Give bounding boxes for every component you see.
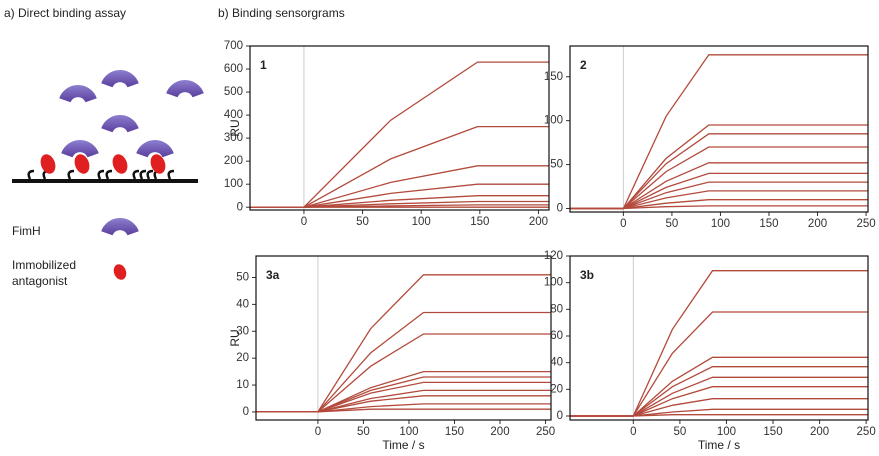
x-tick-label: 0 xyxy=(630,426,636,438)
x-tick-label: 50 xyxy=(357,426,370,438)
y-tick-label: 500 xyxy=(224,86,243,98)
x-tick-label: 100 xyxy=(412,216,431,228)
y-tick-label: 50 xyxy=(550,159,563,171)
y-tick-label: 0 xyxy=(237,201,243,213)
x-tick-label: 150 xyxy=(759,218,778,230)
x-tick-label: 50 xyxy=(666,218,679,230)
y-tick-label: 10 xyxy=(236,379,249,391)
sensorgram-line xyxy=(570,162,868,210)
panel-b-title: b) Binding sensorgrams xyxy=(218,6,345,20)
x-tick-label: 0 xyxy=(301,216,307,228)
plot-frame xyxy=(569,255,869,421)
y-tick-label: 80 xyxy=(550,303,563,315)
plot-area xyxy=(250,61,549,208)
x-tick-label: 150 xyxy=(445,426,464,438)
y-tick-label: 60 xyxy=(550,330,563,342)
x-tick-label: 150 xyxy=(470,216,489,228)
sensorgram-line xyxy=(570,199,868,210)
sensorgram-line xyxy=(256,381,551,413)
x-tick-label: 0 xyxy=(315,426,321,438)
legend-antagonist: antagonist xyxy=(12,274,68,288)
y-tick-label: 40 xyxy=(550,357,563,369)
x-tick-label: 100 xyxy=(399,426,418,438)
sensorgram-panel: 0 100 200 300 400 500 600 700 0 50 100 150 200 1 RU xyxy=(224,40,550,228)
x-tick-label: 250 xyxy=(857,426,876,438)
x-tick-label: 250 xyxy=(536,426,555,438)
sensorgram-line xyxy=(256,408,551,413)
plot-frame xyxy=(569,45,869,213)
panel-a-title: a) Direct binding assay xyxy=(4,6,126,20)
plot-area xyxy=(256,274,551,413)
x-tick-label: 0 xyxy=(620,218,626,230)
plot-frame xyxy=(249,45,550,211)
legend-antagonist: Immobilized xyxy=(12,258,76,272)
sensorgram-panel: 0 20 40 60 80 100 120 0 50 100 150 200 250 3b Time / s xyxy=(544,250,876,452)
sensorgram-line xyxy=(570,311,868,417)
panel-label: 1 xyxy=(260,58,267,72)
y-tick-label: 300 xyxy=(224,132,243,144)
sensorgram-line xyxy=(570,270,868,417)
x-tick-label: 200 xyxy=(490,426,509,438)
sensorgram-line xyxy=(570,205,868,210)
y-axis-label: RU xyxy=(228,119,242,136)
sensorgram-line xyxy=(570,181,868,210)
x-tick-label: 100 xyxy=(711,218,730,230)
y-tick-label: 40 xyxy=(236,298,249,310)
sensorgram-line xyxy=(570,54,868,210)
y-tick-label: 200 xyxy=(224,155,243,167)
panel-label: 3b xyxy=(580,268,594,282)
plot-area xyxy=(570,270,868,417)
x-axis-label: Time / s xyxy=(698,438,740,452)
y-tick-label: 50 xyxy=(236,272,249,284)
x-tick-label: 200 xyxy=(810,426,829,438)
sensorgram-line xyxy=(570,133,868,210)
legend-fimh: FimH xyxy=(12,224,41,238)
y-tick-label: 0 xyxy=(557,203,563,215)
sensorgram-line xyxy=(256,274,551,413)
sensorgram-line xyxy=(570,376,868,417)
sensorgram-line xyxy=(570,366,868,417)
x-tick-label: 50 xyxy=(673,426,686,438)
y-tick-label: 100 xyxy=(544,115,563,127)
y-tick-label: 0 xyxy=(557,410,563,422)
y-tick-label: 150 xyxy=(544,71,563,83)
x-tick-label: 150 xyxy=(763,426,782,438)
sensorgram-line xyxy=(256,333,551,413)
sensorgram-line xyxy=(256,403,551,413)
y-tick-label: 600 xyxy=(224,63,243,75)
sensorgram-line xyxy=(570,124,868,210)
y-tick-label: 20 xyxy=(550,383,563,395)
panel-label: 2 xyxy=(580,58,587,72)
sensorgram-panel: 0 10 20 30 40 50 0 50 100 150 200 250 3a RU Time / s xyxy=(228,255,555,452)
y-tick-label: 120 xyxy=(544,250,563,262)
sensorgram-line xyxy=(250,61,549,208)
x-axis-label: Time / s xyxy=(382,438,424,452)
sensorgram-line xyxy=(570,414,868,417)
x-tick-label: 100 xyxy=(717,426,736,438)
assay-schematic xyxy=(12,70,204,280)
y-tick-label: 100 xyxy=(544,277,563,289)
y-tick-label: 20 xyxy=(236,352,249,364)
y-axis-label: RU xyxy=(228,329,242,346)
plot-frame xyxy=(255,255,552,421)
x-tick-label: 50 xyxy=(356,216,369,228)
x-tick-label: 200 xyxy=(808,218,827,230)
sensorgram-panel: 0 50 100 150 0 50 100 150 200 250 2 xyxy=(544,45,876,230)
y-tick-label: 700 xyxy=(224,40,243,52)
sensorgram-line xyxy=(570,398,868,417)
y-tick-label: 400 xyxy=(224,109,243,121)
x-tick-label: 200 xyxy=(529,216,548,228)
y-tick-label: 0 xyxy=(243,406,249,418)
sensorgram-line xyxy=(570,386,868,417)
y-tick-label: 100 xyxy=(224,178,243,190)
sensorgram-line xyxy=(256,311,551,413)
y-tick-label: 30 xyxy=(236,325,249,337)
plot-area xyxy=(570,54,868,210)
x-tick-label: 250 xyxy=(856,218,875,230)
panel-label: 3a xyxy=(266,268,280,282)
